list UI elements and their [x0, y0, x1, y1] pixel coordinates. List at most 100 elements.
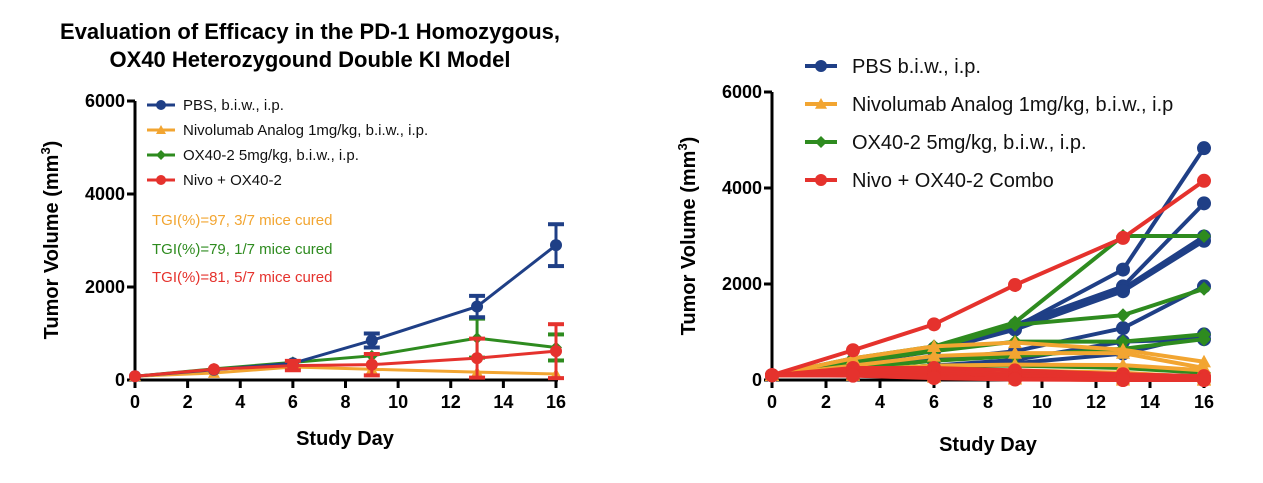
- individual-line: [771, 340, 1205, 378]
- data-point: [550, 345, 562, 358]
- left-axes: [127, 99, 558, 388]
- data-point: [286, 359, 299, 372]
- legend-marker: [156, 150, 166, 160]
- legend-marker: [815, 60, 827, 72]
- annotation-nivo: TGI(%)=97, 3/7 mice cured: [152, 212, 332, 229]
- left-y-tick-label: 2000: [85, 277, 125, 297]
- legend-item: OX40-2 5mg/kg, b.i.w., i.p.: [147, 147, 359, 164]
- left-legend: PBS, b.i.w., i.p. Nivolumab Analog 1mg/kg…: [147, 97, 428, 189]
- left-y-tick-label: 4000: [85, 184, 125, 204]
- data-point: [1116, 321, 1130, 336]
- legend-marker: [156, 100, 166, 110]
- left-x-axis-label: Study Day: [296, 428, 395, 450]
- data-point: [846, 368, 860, 383]
- legend-label: OX40-2 5mg/kg, b.i.w., i.p.: [852, 132, 1087, 154]
- left-x-tick-label: 6: [288, 392, 298, 412]
- right-legend: PBS b.i.w., i.p. Nivolumab Analog 1mg/kg,…: [805, 56, 1173, 192]
- right-tick-labels: 0 2000 4000 6000 0 2 4 6 8 10 12 14 16: [722, 82, 1214, 412]
- right-x-tick-label: 16: [1194, 392, 1214, 412]
- legend-label: OX40-2 5mg/kg, b.i.w., i.p.: [183, 147, 359, 164]
- right-x-tick-label: 2: [821, 392, 831, 412]
- right-y-tick-label: 0: [752, 370, 762, 390]
- data-point: [1116, 284, 1130, 299]
- left-y-axis-label: Tumor Volume (mm3): [38, 141, 63, 340]
- left-x-tick-label: 8: [340, 392, 350, 412]
- legend-marker: [156, 125, 166, 134]
- right-y-tick-label: 2000: [722, 274, 762, 294]
- right-y-axis-label: Tumor Volume (mm3): [675, 137, 700, 336]
- left-annotations: TGI(%)=97, 3/7 mice cured TGI(%)=79, 1/7…: [152, 212, 332, 286]
- legend-marker: [815, 136, 827, 148]
- group-nivo-ox40-2-combo: [765, 173, 1211, 387]
- left-x-tick-label: 0: [130, 392, 140, 412]
- data-point: [207, 363, 220, 376]
- data-point: [550, 239, 562, 252]
- data-point: [1197, 229, 1211, 243]
- legend-item: Nivolumab Analog 1mg/kg, b.i.w., i.p.: [147, 122, 428, 139]
- data-point: [927, 349, 941, 362]
- legend-label: PBS, b.i.w., i.p.: [183, 97, 284, 114]
- annotation-ox40: TGI(%)=79, 1/7 mice cured: [152, 241, 332, 258]
- legend-item: Nivo + OX40-2 Combo: [805, 170, 1054, 192]
- series-line: [134, 365, 557, 378]
- data-point: [927, 371, 941, 386]
- left-chart: 0 2000 4000 6000 0 2 4 6 8 10 12 14 16 Study Day Tum…: [38, 91, 566, 450]
- individual-mouse: [765, 368, 1211, 387]
- legend-item: Nivo + OX40-2: [147, 172, 282, 189]
- data-point: [846, 351, 860, 364]
- data-point: [1116, 262, 1130, 277]
- data-point: [1008, 277, 1022, 292]
- data-point: [1116, 346, 1130, 359]
- data-point: [1116, 308, 1130, 323]
- data-point: [1116, 358, 1130, 371]
- individual-mouse: [765, 173, 1211, 383]
- left-x-tick-label: 2: [183, 392, 193, 412]
- individual-line: [771, 373, 1204, 382]
- right-x-tick-label: 8: [983, 392, 993, 412]
- data-point: [1116, 373, 1130, 387]
- right-x-axis-label: Study Day: [939, 434, 1038, 456]
- left-series: [129, 222, 564, 383]
- right-series: [765, 141, 1211, 387]
- chart-title-line-1: Evaluation of Efficacy in the PD-1 Homoz…: [60, 19, 560, 44]
- data-point: [927, 339, 941, 352]
- chart-title-line-2: OX40 Heterozygound Double KI Model: [109, 47, 511, 72]
- left-x-tick-label: 16: [546, 392, 566, 412]
- data-point: [1008, 335, 1022, 349]
- left-y-tick-label: 6000: [85, 91, 125, 111]
- right-y-tick-label: 4000: [722, 178, 762, 198]
- annotation-combo: TGI(%)=81, 5/7 mice cured: [152, 269, 332, 286]
- individual-line: [771, 179, 1206, 378]
- data-point: [846, 343, 860, 358]
- legend-item: PBS b.i.w., i.p.: [805, 56, 981, 78]
- left-x-tick-label: 12: [441, 392, 461, 412]
- data-point: [1116, 230, 1130, 245]
- legend-label: Nivolumab Analog 1mg/kg, b.i.w., i.p: [852, 94, 1173, 116]
- legend-marker: [156, 175, 166, 185]
- left-x-tick-label: 10: [388, 392, 408, 412]
- data-point: [365, 334, 378, 347]
- legend-marker: [815, 174, 827, 186]
- right-chart: 0 2000 4000 6000 0 2 4 6 8 10 12 14 16 Study Day Tum…: [675, 56, 1214, 456]
- data-point: [765, 368, 779, 383]
- legend-label: Nivo + OX40-2 Combo: [852, 170, 1054, 192]
- left-x-tick-label: 4: [235, 392, 245, 412]
- data-point: [1197, 173, 1211, 188]
- data-point: [471, 352, 484, 365]
- right-x-tick-label: 4: [875, 392, 885, 412]
- data-point: [1197, 373, 1211, 387]
- legend-item: Nivolumab Analog 1mg/kg, b.i.w., i.p: [805, 94, 1173, 116]
- data-point: [365, 358, 378, 371]
- data-point: [129, 370, 141, 383]
- series-nivo-ox40-2: [129, 322, 564, 383]
- right-x-tick-label: 10: [1032, 392, 1052, 412]
- right-x-tick-label: 0: [767, 392, 777, 412]
- right-x-tick-label: 12: [1086, 392, 1106, 412]
- data-point: [1197, 281, 1211, 296]
- data-point: [1008, 317, 1022, 332]
- data-point: [1116, 334, 1130, 349]
- legend-item: PBS, b.i.w., i.p.: [147, 97, 284, 114]
- right-x-tick-label: 14: [1140, 392, 1160, 412]
- chart-title: Evaluation of Efficacy in the PD-1 Homoz…: [0, 18, 620, 74]
